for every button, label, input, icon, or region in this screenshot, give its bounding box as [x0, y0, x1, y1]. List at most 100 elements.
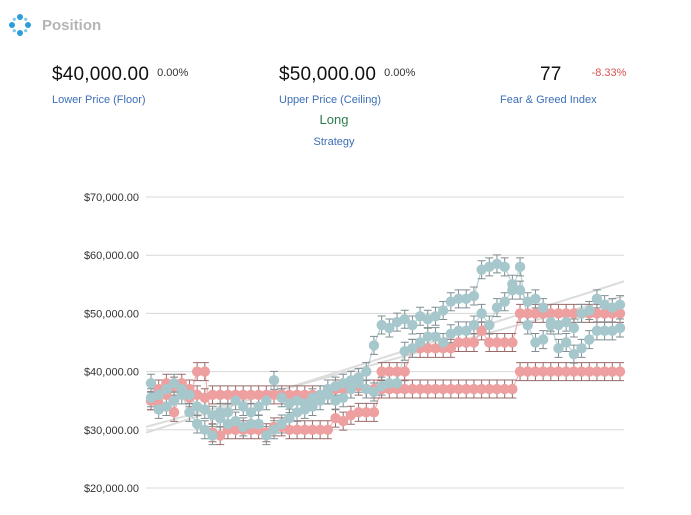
data-point [468, 290, 480, 302]
chart-grid: $20,000.00 $30,000.00 $40,000.00 $50,000.00… [84, 192, 624, 495]
data-point [476, 308, 487, 319]
data-point [291, 424, 303, 435]
data-point [599, 325, 610, 337]
data-point [207, 389, 218, 401]
page-title: Position [42, 16, 102, 34]
data-point [253, 418, 264, 430]
floor-delta: 0.00% [157, 67, 189, 79]
data-point [253, 401, 264, 412]
data-point [245, 407, 257, 418]
data-point [584, 305, 595, 316]
data-point [368, 386, 380, 398]
ceiling-label: Upper Price (Ceiling) [279, 94, 382, 106]
data-point [422, 343, 433, 354]
data-point [299, 424, 310, 435]
data-point [361, 366, 372, 377]
data-point [384, 366, 395, 377]
floor-label: Lower Price (Floor) [52, 94, 146, 106]
data-point [507, 279, 518, 290]
data-point [176, 383, 187, 395]
data-point [307, 424, 318, 435]
data-point [576, 366, 587, 377]
data-point [545, 308, 557, 319]
data-point [368, 340, 380, 351]
data-point [568, 308, 580, 319]
data-point [484, 319, 495, 331]
data-point [430, 383, 441, 395]
data-point [407, 383, 418, 395]
fear-greed-stat: 77 -8.33% Fear & Greed Index [500, 64, 626, 106]
data-point [507, 383, 518, 395]
data-point [338, 392, 349, 403]
data-point [614, 366, 626, 377]
data-point [391, 378, 403, 389]
data-point [276, 418, 287, 430]
data-point [338, 415, 349, 427]
data-point [522, 319, 533, 331]
data-point [207, 430, 218, 441]
data-point [222, 389, 234, 401]
data-point [399, 314, 410, 325]
data-point [161, 383, 172, 395]
strategy-stat: Long Strategy [300, 112, 368, 148]
data-point [591, 366, 603, 377]
floor-stat: $40,000.00 0.00% Lower Price (Floor) [52, 64, 188, 106]
data-point [384, 322, 395, 334]
data-point [422, 383, 433, 395]
strategy-label: Strategy [313, 136, 355, 148]
data-point [530, 293, 541, 305]
data-point [591, 293, 603, 305]
data-point [614, 322, 626, 334]
floor-value: $40,000.00 [52, 64, 150, 85]
header: Position [8, 10, 101, 40]
data-point [553, 343, 564, 354]
data-point [430, 331, 441, 342]
data-point [184, 407, 195, 418]
data-point [514, 261, 526, 273]
data-point [399, 366, 410, 377]
y-tick-label: $40,000.00 [84, 367, 139, 379]
data-point [545, 366, 557, 377]
data-point [368, 407, 380, 418]
data-point [507, 337, 518, 348]
data-point [584, 366, 595, 377]
data-point [345, 383, 357, 395]
data-point [614, 308, 626, 319]
y-tick-label: $70,000.00 [84, 192, 139, 204]
strategy-value: Long [319, 112, 349, 127]
data-point [191, 418, 203, 430]
data-point [268, 375, 280, 386]
ceiling-value: $50,000.00 [279, 64, 377, 85]
data-point [245, 389, 257, 401]
data-point [568, 348, 580, 360]
data-point [191, 366, 203, 377]
chart-marks [145, 254, 626, 446]
data-point [238, 401, 249, 412]
data-point [253, 389, 264, 401]
ceiling-delta: 0.00% [384, 67, 416, 79]
data-point [168, 395, 180, 406]
data-point [522, 366, 533, 377]
data-point [445, 383, 457, 395]
data-point [576, 343, 587, 354]
data-point [453, 325, 464, 337]
data-point [168, 407, 180, 418]
data-point [314, 424, 326, 435]
data-point [614, 299, 626, 310]
data-point [560, 366, 572, 377]
data-point [491, 302, 503, 313]
data-point [399, 383, 410, 395]
data-point [407, 343, 418, 354]
data-point [437, 337, 449, 348]
data-point [560, 316, 572, 328]
data-point [568, 366, 580, 377]
data-point [484, 337, 495, 348]
data-point [407, 319, 418, 331]
data-point [353, 372, 364, 383]
y-tick-label: $50,000.00 [84, 308, 139, 320]
data-point [391, 366, 403, 377]
ceiling-stat: $50,000.00 0.00% Upper Price (Ceiling) [279, 64, 415, 106]
data-point [445, 343, 457, 354]
y-tick-label: $30,000.00 [84, 425, 139, 437]
